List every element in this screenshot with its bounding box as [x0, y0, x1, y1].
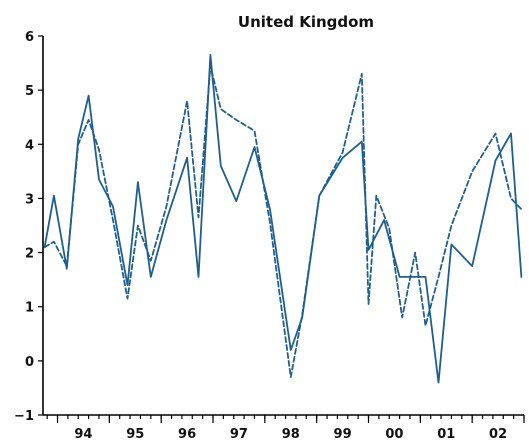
- series-line-solid: [43, 54, 523, 384]
- y-tick-label: 0: [25, 355, 34, 370]
- series-layer: [43, 54, 523, 384]
- chart-title: United Kingdom: [238, 13, 374, 31]
- x-tick-label: 94: [74, 427, 92, 442]
- y-tick-label: 1: [25, 301, 34, 316]
- x-axis: 94 95 96 97 98 99 00 01 02: [43, 414, 525, 442]
- x-tick-label: 95: [126, 427, 144, 442]
- x-tick-label: 97: [230, 427, 248, 442]
- x-tick-label: 00: [385, 427, 403, 442]
- y-axis: −1 0 1 2 3 4 5 6: [14, 30, 44, 424]
- x-tick-label: 02: [489, 427, 507, 442]
- x-tick-label: 96: [178, 427, 196, 442]
- y-tick-label: 2: [25, 247, 34, 262]
- y-tick-label: 3: [25, 192, 34, 207]
- y-tick-label: 4: [25, 138, 34, 153]
- y-tick-label: −1: [14, 409, 34, 424]
- x-tick-label: 98: [282, 427, 300, 442]
- y-tick-label: 5: [25, 84, 34, 99]
- y-tick-label: 6: [25, 30, 34, 45]
- x-tick-label: 99: [334, 427, 352, 442]
- series-line-dashed: [43, 64, 523, 379]
- x-tick-label: 01: [437, 427, 455, 442]
